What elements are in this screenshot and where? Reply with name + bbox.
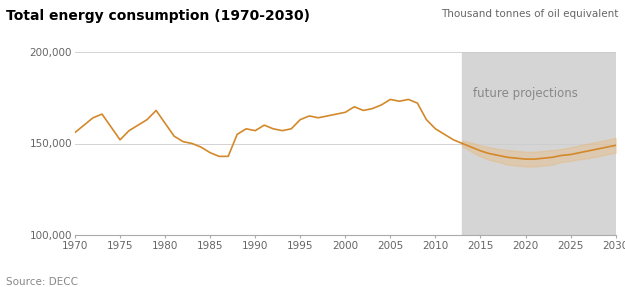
Text: Total energy consumption (1970-2030): Total energy consumption (1970-2030) — [6, 9, 310, 23]
Text: future projections: future projections — [473, 87, 578, 100]
Bar — [462, 52, 616, 235]
Text: Thousand tonnes of oil equivalent: Thousand tonnes of oil equivalent — [441, 9, 619, 19]
Text: Source: DECC: Source: DECC — [6, 277, 78, 287]
